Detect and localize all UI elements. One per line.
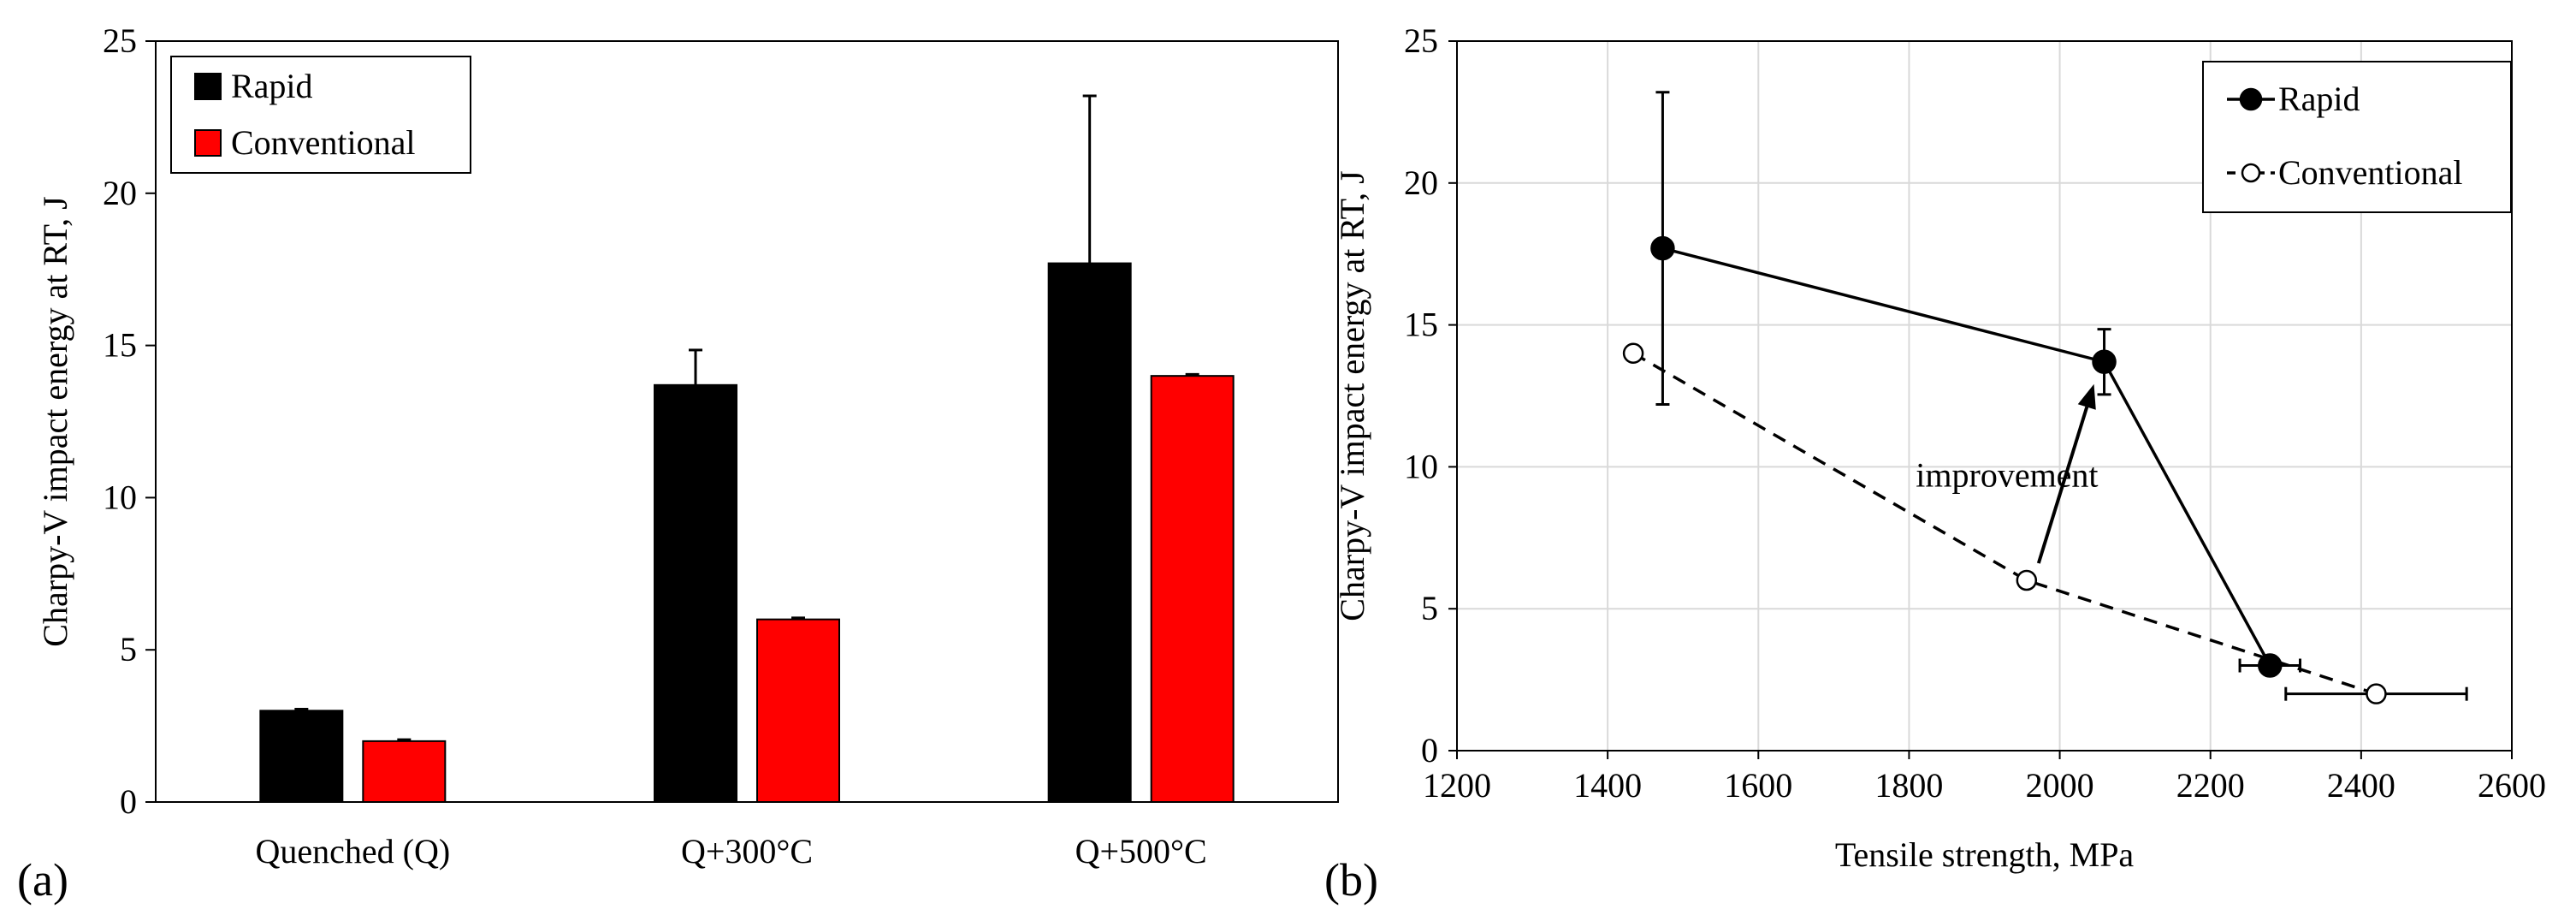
plot-frame: [1456, 40, 2513, 752]
plot-frame: [155, 40, 1339, 803]
legend-label: Conventional: [231, 123, 416, 162]
legend-label: Rapid: [2278, 80, 2360, 118]
y-tick-label: 0: [1421, 731, 1438, 769]
x-tick-label: 2000: [2026, 766, 2094, 805]
data-point-conventional: [2366, 683, 2387, 704]
bar-rapid: [259, 710, 344, 804]
bar-rapid: [654, 383, 737, 803]
y-tick-label: 20: [1404, 163, 1438, 202]
annotation-label: improvement: [1916, 456, 2098, 495]
legend-swatch: [194, 129, 222, 157]
data-point-conventional: [1622, 342, 1644, 365]
x-category-label: Quenched (Q): [255, 832, 450, 870]
data-point-conventional: [2016, 569, 2038, 591]
y-tick-label: 10: [103, 478, 137, 516]
legend-marker: [2241, 163, 2261, 183]
legend-label: Conventional: [2278, 153, 2463, 192]
x-category-label: Q+300°C: [681, 832, 813, 870]
annotation-arrowhead: [2077, 383, 2096, 410]
y-axis-title: Charpy-V impact energy at RT, J: [1333, 170, 1371, 621]
bar-rapid: [1047, 262, 1132, 803]
legend-swatch: [194, 73, 222, 100]
y-axis-title: Charpy-V impact energy at RT, J: [36, 196, 74, 646]
panel-label: (b): [1324, 854, 1378, 906]
line-chart-panel: 1200 1400 1600 1800 2000 2200 2400 2600 0 5 10 15 20…: [1324, 21, 2546, 906]
x-tick-label: 1400: [1573, 766, 1642, 805]
annotation-arrow-shaft: [2036, 406, 2089, 564]
x-tick-label: 2400: [2327, 766, 2395, 805]
bar-chart-panel: 0 5 10 15 20 25 Quenched (Q) Q+300°C Q+500°C Char…: [17, 21, 1339, 906]
panel-label: (a): [17, 854, 68, 906]
y-tick-label: 10: [1404, 447, 1438, 485]
x-tick-label: 1800: [1874, 766, 1943, 805]
x-category-label: Q+500°C: [1075, 832, 1207, 870]
y-tick-label: 20: [103, 174, 137, 212]
bar-conventional: [362, 740, 447, 804]
y-tick-label: 15: [103, 326, 137, 365]
y-tick-label: 0: [120, 782, 137, 821]
y-tick-label: 5: [1421, 589, 1438, 627]
series-line-conventional: [1632, 352, 2378, 696]
legend-box: [2202, 61, 2512, 213]
bar-conventional: [756, 618, 840, 804]
x-tick-label: 1200: [1423, 766, 1491, 805]
y-tick-label: 5: [120, 630, 137, 668]
legend-label: Rapid: [231, 67, 313, 105]
x-axis-title: Tensile strength, MPa: [1835, 835, 2135, 874]
data-point-rapid: [2092, 349, 2117, 374]
x-tick-label: 1600: [1724, 766, 1792, 805]
y-tick-label: 15: [1404, 306, 1438, 344]
data-point-rapid: [1650, 235, 1675, 261]
data-point-rapid: [2258, 653, 2283, 678]
x-tick-label: 2600: [2478, 766, 2546, 805]
x-tick-label: 2200: [2176, 766, 2245, 805]
bar-conventional: [1150, 375, 1235, 803]
legend-marker: [2239, 87, 2263, 111]
y-tick-label: 25: [1404, 21, 1438, 60]
y-tick-label: 25: [103, 21, 137, 60]
